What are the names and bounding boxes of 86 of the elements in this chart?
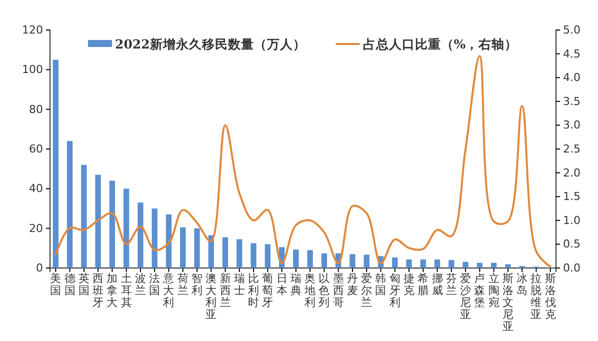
y-tick-label: 20	[29, 222, 43, 235]
x-tick-label: 新西兰	[220, 272, 231, 309]
x-tick-label: 冰岛	[516, 272, 528, 297]
x-tick-label: 意大利	[162, 272, 174, 309]
bar	[406, 259, 412, 268]
y2-tick-label: 5.0	[563, 24, 580, 37]
bar	[505, 264, 511, 268]
bar	[321, 253, 328, 268]
bar	[52, 60, 58, 268]
x-tick-label: 智利	[191, 272, 202, 297]
x-tick-label: 以色列	[318, 272, 330, 309]
y-tick-label: 60	[29, 142, 43, 156]
bar	[236, 239, 242, 268]
x-tick-label: 斯洛伐克	[544, 272, 556, 321]
x-tick-label: 爱尔兰	[361, 272, 372, 309]
x-tick-label: 卢森堡	[474, 272, 486, 309]
y2-tick-label: 1.0	[563, 214, 580, 227]
y-tick-label: 0	[36, 262, 43, 275]
x-tick-label: 拉脱维亚	[530, 272, 542, 321]
y2-tick-label: 0.5	[563, 238, 580, 251]
bar	[81, 164, 87, 268]
y2-tick-label: 1.5	[563, 190, 580, 204]
x-tick-label: 日本	[276, 272, 288, 297]
x-tick-label: 波兰	[134, 272, 146, 297]
bar	[138, 202, 144, 268]
bar	[194, 228, 200, 268]
y-tick-label: 80	[29, 102, 43, 116]
x-tick-label: 英国	[78, 272, 90, 297]
bar	[152, 208, 158, 268]
bar	[222, 237, 228, 268]
x-tick-label: 匈牙利	[389, 272, 400, 309]
x-tick-label: 立陶宛	[488, 272, 500, 309]
x-tick-label: 荷兰	[177, 272, 188, 297]
x-tick-label: 斯洛文尼亚	[502, 272, 514, 333]
x-tick-label: 爱沙尼亚	[460, 272, 472, 321]
y-tick-label: 100	[22, 63, 43, 76]
bar	[123, 188, 130, 268]
bar	[307, 250, 313, 268]
bar	[109, 180, 116, 268]
x-tick-label: 墨西哥	[332, 272, 344, 309]
bar	[420, 259, 426, 268]
y2-tick-label: 4.5	[563, 47, 580, 60]
bar	[180, 227, 186, 268]
x-tick-label: 奥地利	[304, 272, 316, 309]
x-tick-label: 瑞士	[234, 272, 245, 297]
x-tick-label: 芬兰	[446, 272, 457, 297]
bar	[293, 250, 299, 268]
x-tick-label: 韩国	[375, 272, 386, 297]
x-tick-label: 瑞典	[290, 272, 302, 297]
bar	[364, 254, 370, 268]
x-tick-label: 挪威	[432, 272, 443, 297]
bar	[250, 243, 256, 268]
x-tick-label: 希腊	[418, 272, 429, 297]
legend-label: 占总人口比重（%，右轴）	[362, 36, 518, 52]
bar	[476, 262, 483, 268]
x-tick-label: 加拿大	[106, 272, 118, 309]
x-tick-label: 澳大利亚	[206, 272, 217, 321]
x-tick-label: 西班牙	[92, 272, 104, 309]
line-series	[54, 55, 552, 268]
bar	[350, 254, 356, 268]
x-tick-label: 丹麦	[346, 272, 358, 297]
bar	[66, 141, 73, 268]
y-tick-label: 120	[22, 24, 43, 37]
y2-tick-label: 3.0	[563, 118, 580, 132]
x-tick-label: 美国	[50, 272, 62, 297]
bar	[392, 257, 398, 268]
x-tick-label: 比利时	[248, 272, 260, 309]
bar	[490, 262, 497, 268]
y2-tick-label: 0.0	[563, 262, 580, 275]
y2-tick-label: 4.0	[563, 71, 580, 84]
bar	[166, 214, 172, 268]
x-tick-label: 德国	[64, 272, 76, 297]
y2-tick-label: 2.5	[563, 142, 580, 156]
bar	[448, 260, 454, 268]
x-tick-label: 土耳其	[120, 272, 132, 309]
y2-tick-label: 3.5	[563, 94, 580, 108]
x-tick-label: 法国	[149, 272, 160, 297]
x-tick-label: 捷克	[404, 272, 415, 297]
bar	[264, 244, 270, 268]
x-tick-label: 葡萄牙	[262, 272, 274, 309]
bar	[95, 174, 101, 268]
bar	[462, 262, 468, 268]
legend-label: 2022新增永久移民数量（万人）	[115, 36, 306, 52]
y-tick-label: 40	[29, 182, 43, 196]
bar	[434, 259, 440, 268]
y2-tick-label: 2.0	[563, 166, 580, 180]
